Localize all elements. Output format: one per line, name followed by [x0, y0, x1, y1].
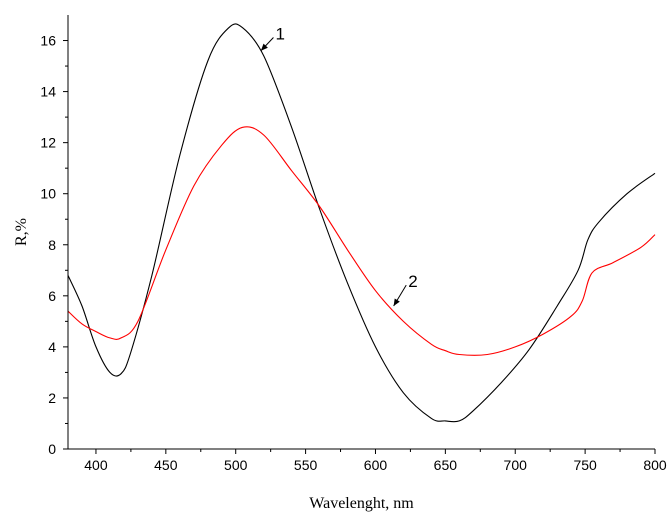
x-tick-label: 600: [364, 457, 388, 473]
x-tick-label: 750: [573, 457, 597, 473]
y-axis-title: R,%: [13, 218, 30, 246]
y-tick-label: 0: [48, 441, 56, 457]
annotation-arrowhead-2: [393, 298, 400, 307]
annotation-layer: 12: [260, 25, 418, 307]
y-tick-label: 10: [40, 186, 56, 202]
x-tick-label: 550: [294, 457, 318, 473]
y-tick-label: 8: [48, 237, 56, 253]
x-axis-title: Wavelenght, nm: [309, 495, 414, 512]
x-tick-label: 400: [84, 457, 108, 473]
y-tick-label: 4: [48, 339, 56, 355]
x-tick-label: 650: [434, 457, 458, 473]
x-tick-label: 500: [224, 457, 248, 473]
annotation-label-2: 2: [408, 272, 417, 291]
annotation-label-1: 1: [275, 25, 284, 44]
series-line-2: [67, 126, 656, 356]
y-tick-label: 16: [40, 33, 56, 49]
series-line-1: [67, 23, 656, 423]
y-tick-label: 6: [48, 288, 56, 304]
y-tick-label: 14: [40, 84, 56, 100]
x-tick-label: 800: [643, 457, 667, 473]
x-tick-label: 450: [154, 457, 178, 473]
annotation-arrowhead-1: [260, 43, 268, 51]
series-layer: [67, 23, 656, 423]
y-tick-label: 2: [48, 390, 56, 406]
y-tick-label: 12: [40, 135, 56, 151]
x-tick-label: 700: [504, 457, 528, 473]
